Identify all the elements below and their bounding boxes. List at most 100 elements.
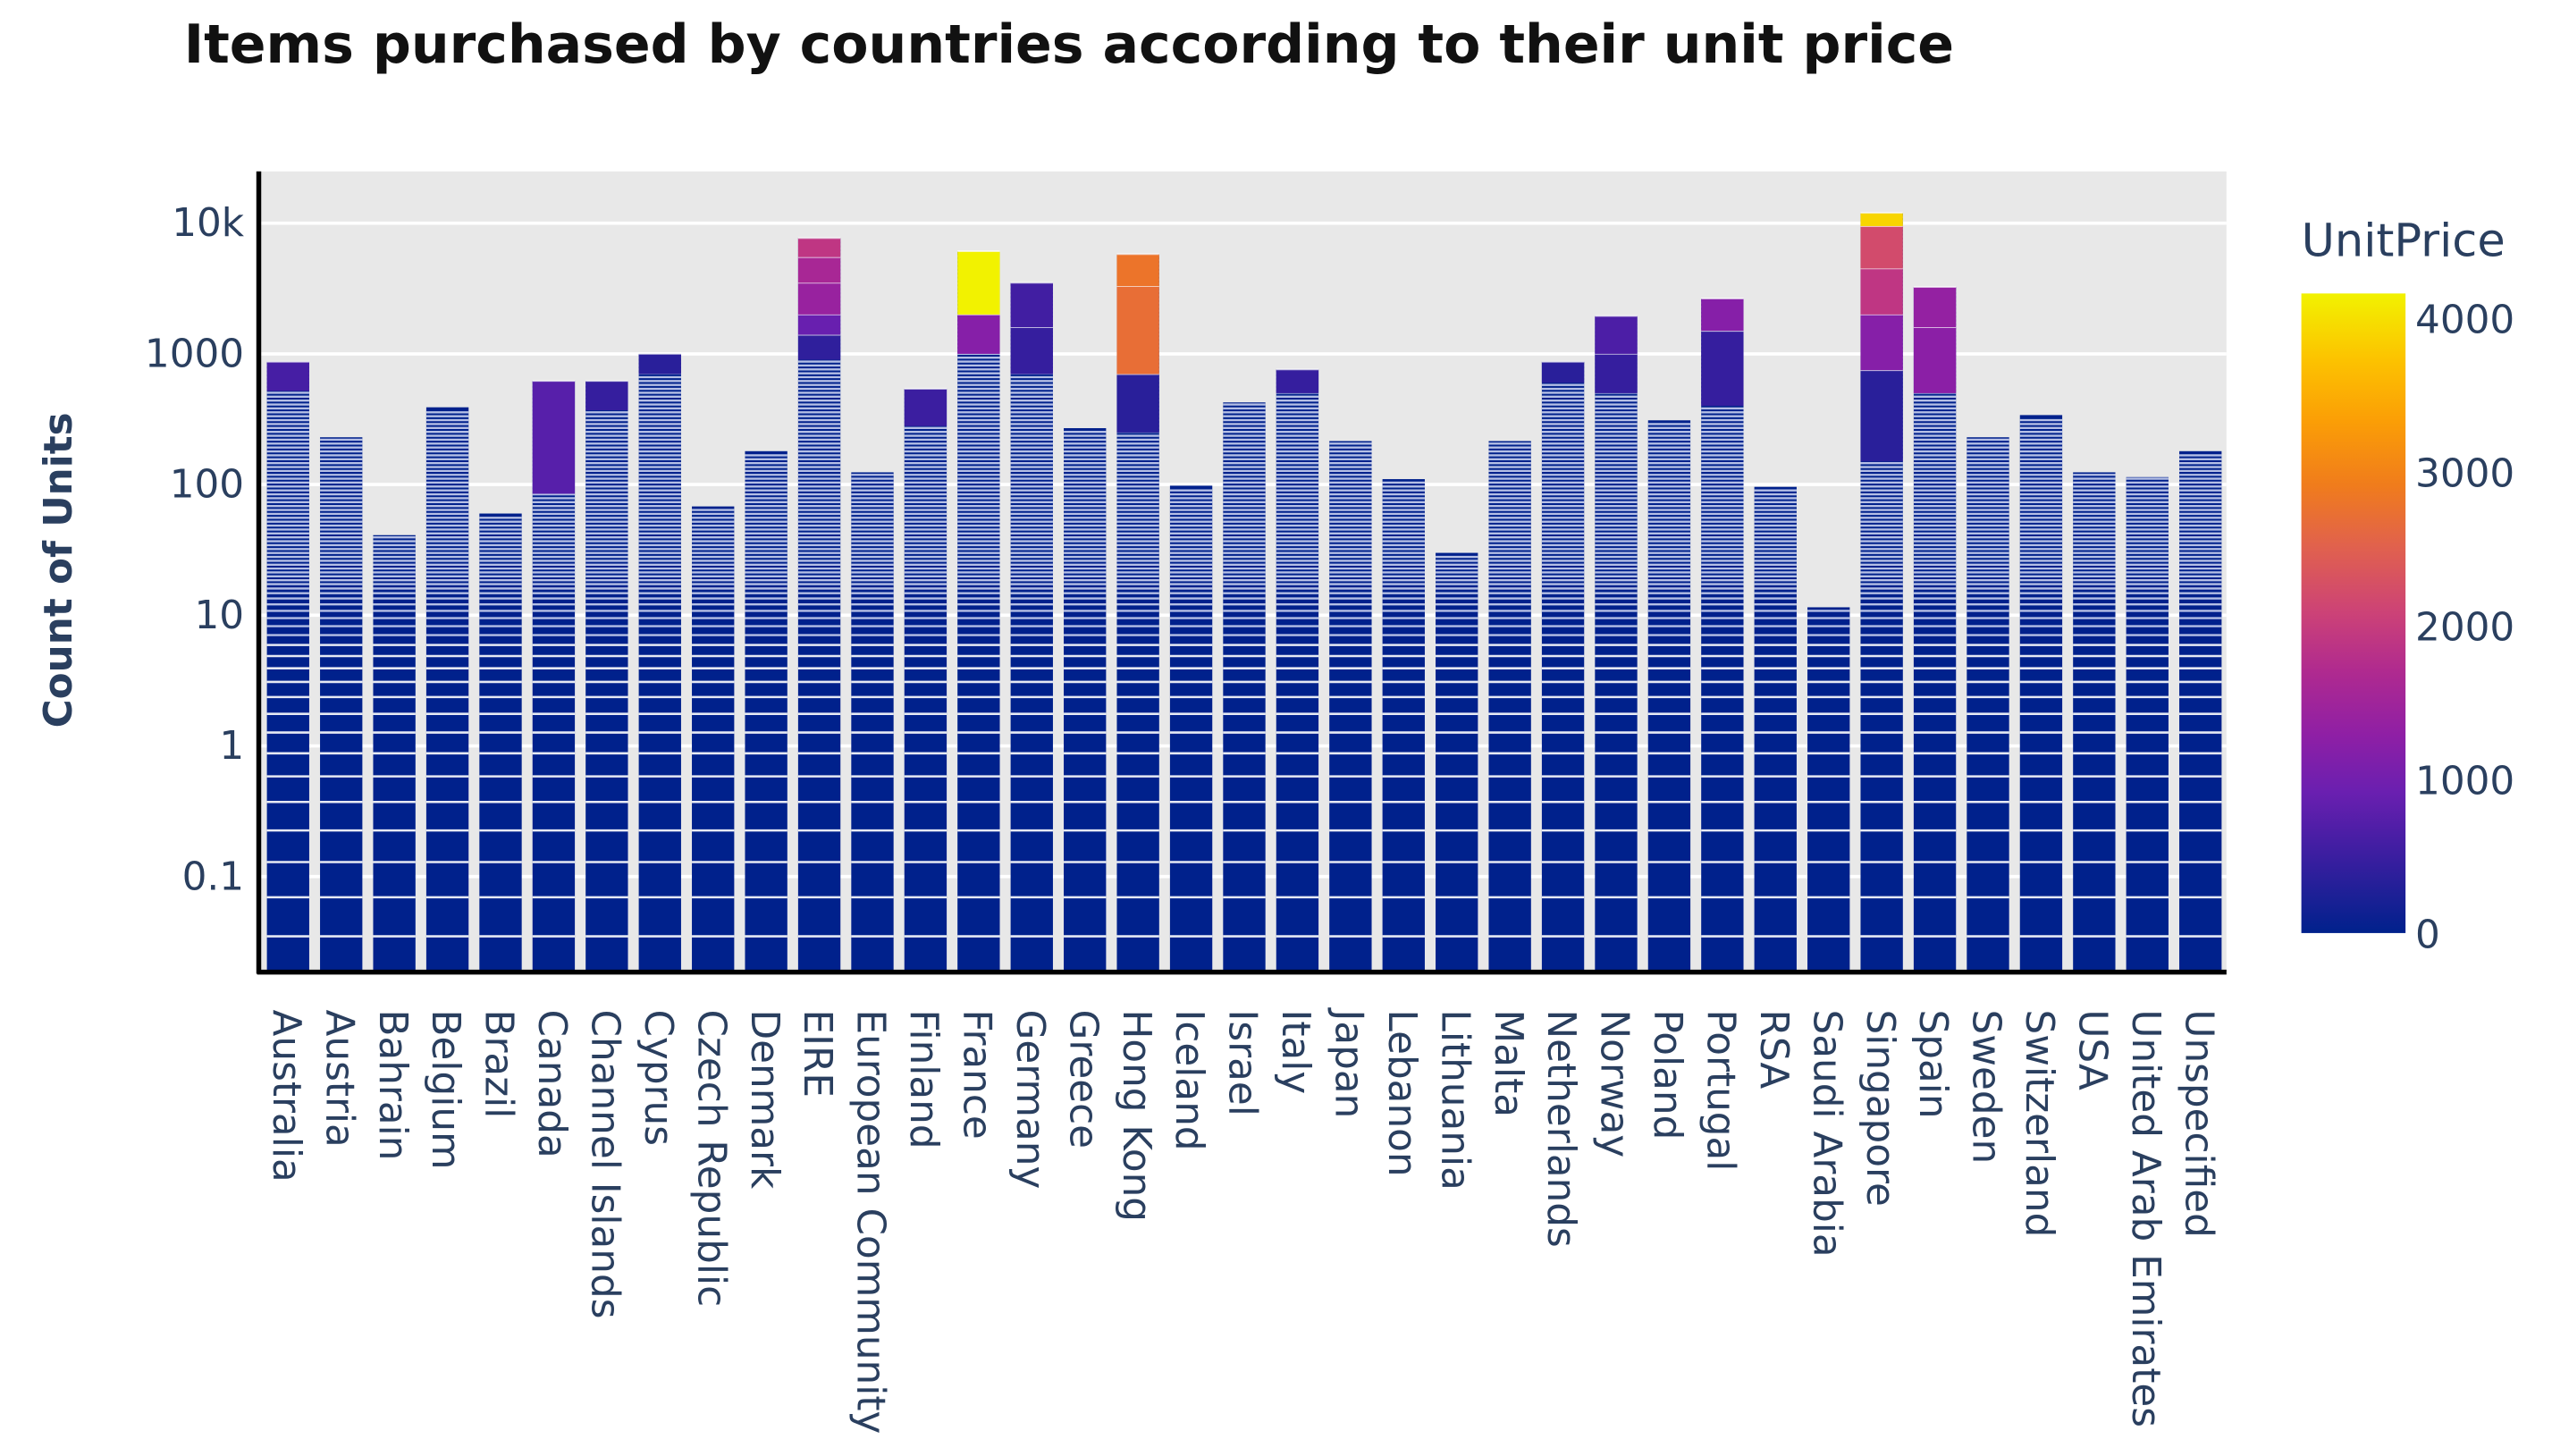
bar-greece[interactable] xyxy=(1064,428,1107,972)
y-tick-label: 1000 xyxy=(145,331,244,376)
bar-belgium[interactable] xyxy=(425,407,469,972)
x-tick-label: Lithuania xyxy=(1432,1009,1478,1190)
bar-austria[interactable] xyxy=(320,437,363,972)
bar-switzerland[interactable] xyxy=(2019,415,2063,972)
bar-european-community[interactable] xyxy=(851,472,894,972)
bar-base-segment xyxy=(266,361,309,972)
bar-portugal[interactable] xyxy=(1701,298,1744,972)
colorbar-tick-label: 2000 xyxy=(2415,604,2514,650)
bar-poland[interactable] xyxy=(1647,420,1691,972)
bar-bahrain[interactable] xyxy=(373,534,416,972)
bar-australia[interactable] xyxy=(266,360,309,972)
colorbar-tick-labels: 0 1000 2000 3000 4000 xyxy=(2415,297,2514,957)
bar-norway[interactable] xyxy=(1595,315,1638,972)
bar-lithuania[interactable] xyxy=(1436,552,1478,972)
x-tick-label: European Community xyxy=(848,1009,894,1434)
colorbar xyxy=(2301,293,2406,933)
bar-price-segment xyxy=(957,251,1000,315)
bar-united-arab-emirates[interactable] xyxy=(2126,476,2169,972)
bar-channel-islands[interactable] xyxy=(585,380,628,972)
bar-price-segment xyxy=(957,314,1000,354)
x-tick-label: Poland xyxy=(1645,1009,1690,1140)
bar-price-segment xyxy=(1010,282,1053,328)
bar-unspecified[interactable] xyxy=(2179,450,2222,972)
y-tick-label: 100 xyxy=(170,462,244,508)
bar-price-segment xyxy=(1913,327,1957,393)
bar-price-segment xyxy=(1116,254,1159,287)
y-tick-label: 0.1 xyxy=(182,854,244,899)
bar-singapore[interactable] xyxy=(1860,212,1903,972)
x-tick-label: Hong Kong xyxy=(1114,1009,1159,1222)
bar-eire[interactable] xyxy=(797,237,841,972)
bar-price-segment xyxy=(1860,370,1903,462)
bar-italy[interactable] xyxy=(1276,368,1319,972)
bar-iceland[interactable] xyxy=(1169,485,1213,972)
bar-saudi-arabia[interactable] xyxy=(1807,607,1850,972)
bar-denmark[interactable] xyxy=(745,450,787,972)
bar-france[interactable] xyxy=(957,250,1000,972)
bar-canada[interactable] xyxy=(532,380,576,972)
y-tick-labels: 0.1 1 10 100 1000 10k xyxy=(145,200,245,899)
x-tick-label: Norway xyxy=(1592,1009,1638,1157)
bar-price-segment xyxy=(1595,353,1638,393)
bar-sweden[interactable] xyxy=(1967,437,2009,972)
bar-price-segment xyxy=(1010,327,1053,375)
x-tick-labels: Australia Austria Bahrain Belgium Brazil Cana… xyxy=(264,1006,2221,1434)
bar-rsa[interactable] xyxy=(1754,486,1797,972)
bar-price-segment xyxy=(797,238,841,257)
x-tick-label: Finland xyxy=(901,1009,947,1149)
x-tick-label: EIRE xyxy=(795,1009,840,1097)
bar-lebanon[interactable] xyxy=(1382,479,1425,972)
colorbar-tick-label: 0 xyxy=(2415,912,2440,957)
colorbar-title: UnitPrice xyxy=(2302,215,2506,267)
colorbar-tick-label: 4000 xyxy=(2415,297,2514,342)
bar-base-segment xyxy=(638,353,681,972)
colorbar-tick-label: 1000 xyxy=(2415,758,2514,804)
x-tick-label: Czech Republic xyxy=(688,1009,734,1307)
bar-israel[interactable] xyxy=(1223,402,1266,972)
bar-base-segment xyxy=(425,407,469,972)
y-tick-label: 10 xyxy=(195,593,245,638)
bar-price-segment xyxy=(1701,299,1744,332)
bar-czech-republic[interactable] xyxy=(692,506,735,972)
chart-title: Items purchased by countries according t… xyxy=(184,13,1954,76)
bar-price-segment xyxy=(1913,287,1957,328)
bar-spain[interactable] xyxy=(1913,286,1957,972)
x-tick-label: Japan xyxy=(1326,1006,1371,1118)
bar-base-segment xyxy=(1807,607,1850,972)
x-tick-label: USA xyxy=(2069,1009,2115,1090)
bar-base-segment xyxy=(851,472,894,972)
y-tick-label: 10k xyxy=(172,200,245,246)
x-tick-label: Israel xyxy=(1220,1009,1266,1115)
bars xyxy=(266,212,2222,972)
bar-finland[interactable] xyxy=(904,388,948,972)
x-tick-label: Austria xyxy=(316,1009,362,1147)
bar-brazil[interactable] xyxy=(479,513,522,972)
bar-cyprus[interactable] xyxy=(638,352,681,972)
bar-price-segment xyxy=(1595,316,1638,354)
bar-price-segment xyxy=(797,334,841,360)
colorbar-tick-label: 3000 xyxy=(2415,450,2514,496)
x-tick-label: Australia xyxy=(264,1009,309,1182)
x-tick-label: Iceland xyxy=(1167,1009,1212,1150)
bar-price-segment xyxy=(1860,225,1903,269)
x-tick-label: Belgium xyxy=(423,1009,468,1169)
bar-hong-kong[interactable] xyxy=(1116,253,1159,972)
bar-base-segment xyxy=(1169,485,1213,972)
bar-price-segment xyxy=(797,314,841,335)
bar-price-segment xyxy=(638,353,681,375)
bar-usa[interactable] xyxy=(2073,472,2116,972)
x-tick-label: United Arab Emirates xyxy=(2123,1009,2169,1427)
bar-japan[interactable] xyxy=(1329,441,1372,972)
bar-netherlands[interactable] xyxy=(1541,360,1585,972)
bar-price-segment xyxy=(532,381,576,494)
bar-malta[interactable] xyxy=(1488,441,1531,972)
bar-base-segment xyxy=(585,381,628,972)
bar-base-segment xyxy=(2019,415,2063,972)
bar-base-segment xyxy=(479,513,522,972)
bar-price-segment xyxy=(1276,369,1319,393)
bar-germany[interactable] xyxy=(1010,282,1053,972)
x-tick-label: Spain xyxy=(1910,1009,1956,1118)
x-tick-label: Switzerland xyxy=(2017,1009,2062,1237)
bar-base-segment xyxy=(1754,486,1797,972)
